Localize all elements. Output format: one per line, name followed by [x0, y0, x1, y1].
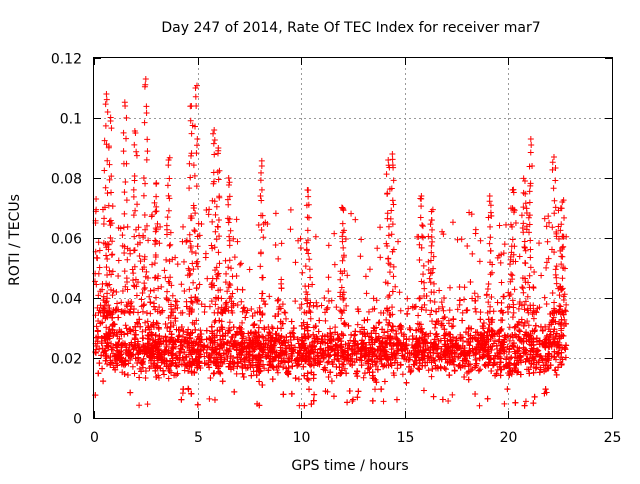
chart-background — [0, 0, 640, 480]
